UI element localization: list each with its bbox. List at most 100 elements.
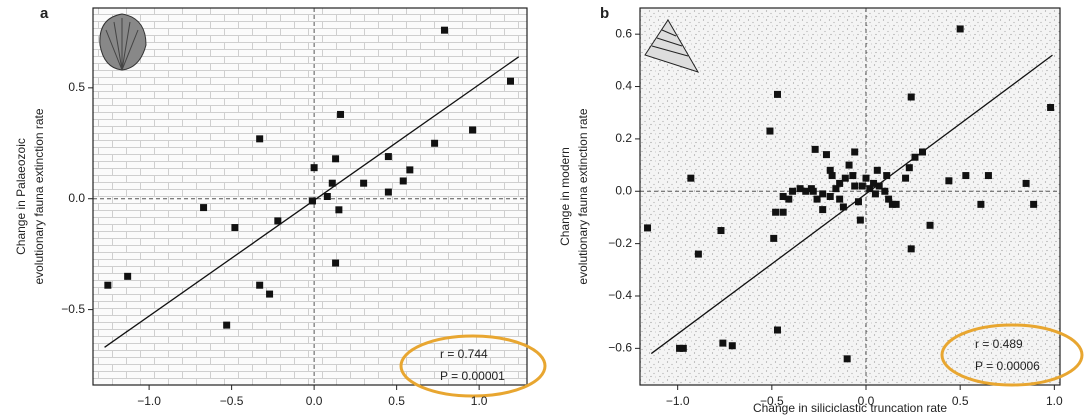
data-point <box>881 187 889 195</box>
data-point <box>231 224 239 232</box>
data-point <box>796 185 804 193</box>
data-point <box>399 177 407 185</box>
plot-area <box>640 8 1060 385</box>
panel-label: b <box>600 5 609 22</box>
data-point <box>905 164 913 172</box>
data-point <box>785 195 793 203</box>
data-point <box>679 344 687 352</box>
data-point <box>773 90 781 98</box>
data-point <box>770 234 778 242</box>
data-point <box>406 166 414 174</box>
data-point <box>360 179 368 187</box>
data-point <box>871 190 879 198</box>
data-point <box>124 272 132 280</box>
data-point <box>945 177 953 185</box>
y-tick-label: 0.5 <box>68 80 85 94</box>
data-point <box>811 145 819 153</box>
data-point <box>506 77 514 85</box>
data-point <box>384 188 392 196</box>
data-point <box>962 172 970 180</box>
x-tick-label: 0.0 <box>306 394 323 408</box>
brachiopod-icon <box>99 13 147 71</box>
data-point <box>977 200 985 208</box>
data-point <box>256 135 264 143</box>
data-point <box>644 224 652 232</box>
data-point <box>332 155 340 163</box>
data-point <box>1030 200 1038 208</box>
data-point <box>851 148 859 156</box>
x-tick-label: −1.0 <box>137 394 161 408</box>
data-point <box>885 195 893 203</box>
plot-frame <box>92 7 528 386</box>
data-point <box>802 187 810 195</box>
data-point <box>728 342 736 350</box>
data-point <box>779 208 787 216</box>
data-point <box>809 187 817 195</box>
data-point <box>926 221 934 229</box>
data-point <box>789 187 797 195</box>
data-point <box>856 216 864 224</box>
data-point <box>431 139 439 147</box>
y-tick-label: 0.4 <box>615 79 632 93</box>
data-point <box>717 227 725 235</box>
x-tick-label: 1.0 <box>471 394 488 408</box>
x-tick-label: 0.5 <box>388 394 405 408</box>
y-tick-label: 0.0 <box>68 191 85 205</box>
data-point <box>266 290 274 298</box>
data-point <box>1022 179 1030 187</box>
data-point <box>907 93 915 101</box>
data-point <box>836 179 844 187</box>
data-point <box>862 174 870 182</box>
y-axis-label: evolutionary fauna extinction rate <box>576 108 590 284</box>
data-point <box>822 151 830 159</box>
data-point <box>469 126 477 134</box>
data-point <box>1047 103 1055 111</box>
data-point <box>274 217 282 225</box>
data-point <box>873 166 881 174</box>
data-point <box>892 200 900 208</box>
data-point <box>104 281 112 289</box>
y-tick-label: −0.2 <box>608 236 632 250</box>
gastropod-icon <box>644 19 700 73</box>
data-point <box>687 174 695 182</box>
y-tick-label: −0.4 <box>608 288 632 302</box>
data-point <box>694 250 702 258</box>
data-point <box>851 182 859 190</box>
plot-area <box>93 8 527 385</box>
data-point <box>719 339 727 347</box>
data-point <box>676 344 684 352</box>
data-point <box>866 185 874 193</box>
y-tick-label: −0.6 <box>608 341 632 355</box>
data-point <box>223 321 231 329</box>
data-point <box>836 195 844 203</box>
x-tick-label: 1.0 <box>1046 394 1063 408</box>
data-point <box>323 193 331 200</box>
data-point <box>870 179 878 187</box>
y-tick-label: −0.5 <box>61 302 85 316</box>
y-axis-label: Change in modern <box>558 147 572 246</box>
data-point <box>256 281 264 289</box>
data-point <box>819 206 827 214</box>
x-tick-label: −1.0 <box>666 394 690 408</box>
data-point <box>984 172 992 180</box>
x-axis-label: Change in siliciclastic truncation rate <box>753 401 947 415</box>
data-point <box>819 190 827 198</box>
stat-annotation: r = 0.489 <box>975 337 1023 351</box>
x-tick-label: −0.5 <box>220 394 244 408</box>
y-axis-label: evolutionary fauna extinction rate <box>32 108 46 284</box>
data-point <box>841 174 849 182</box>
stat-annotation: P = 0.00001 <box>440 369 505 383</box>
data-point <box>839 203 847 211</box>
regression-line <box>104 56 520 348</box>
stat-annotation: P = 0.00006 <box>975 359 1040 373</box>
data-point <box>843 355 851 363</box>
data-point <box>888 200 896 208</box>
y-tick-label: 0.2 <box>615 131 632 145</box>
data-point <box>335 206 343 214</box>
data-point <box>826 193 834 200</box>
highlight-ellipse <box>940 323 1084 387</box>
data-point <box>328 179 336 187</box>
data-point <box>875 182 883 190</box>
data-point <box>883 172 891 180</box>
